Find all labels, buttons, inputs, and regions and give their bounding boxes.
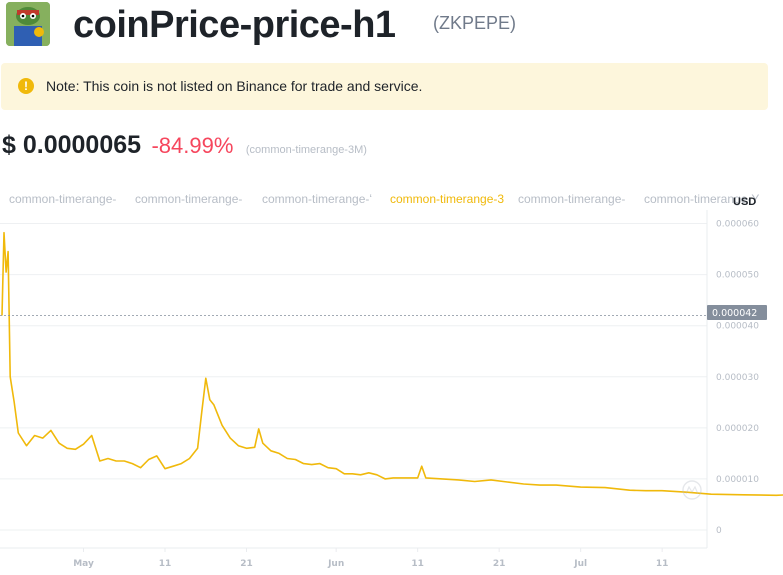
coin-symbol: (ZKPEPE) [433,13,517,33]
x-tick-label: 11 [411,559,424,569]
y-tick-label: 0.000060 [716,220,759,230]
x-tick-label: 21 [493,559,506,569]
y-tick-label: 0.000050 [716,271,759,281]
tab-timerange-3[interactable]: common-timerange-ʻ [262,192,373,206]
y-tick-label: 0.000030 [716,373,759,383]
y-tick-label: 0.000010 [716,475,759,485]
note-text: Note: This coin is not listed on Binance… [46,78,423,94]
coinmarketcap-watermark-icon [682,480,702,500]
x-tick-label: May [73,559,94,569]
coin-header: coinPrice-price-h1 (ZKPEPE) [0,0,783,56]
pepe-logo-icon [6,2,50,46]
current-price-tag-bg [707,305,767,320]
coin-name: coinPrice-price-h1 [73,4,396,46]
price-row: $ 0.0000065 -84.99% (common-timerange-3M… [2,131,367,161]
time-range-tabs: common-timerange- common-timerange- comm… [0,190,768,208]
y-tick-label: 0.000040 [716,322,759,332]
x-tick-label: 21 [240,559,253,569]
price-series-line [1,231,783,497]
tab-timerange-5[interactable]: common-timerange- [518,192,626,206]
x-tick-label: 11 [159,559,172,569]
y-axis: 0.000060 0.000050 0.000040 0.000030 0.000020… [716,220,759,536]
price-chart[interactable]: 0.000060 0.000050 0.000040 0.000030 0.000020… [0,210,783,575]
x-tick-label: 11 [656,559,669,569]
coin-logo [6,2,50,46]
time-range-label: (common-timerange-3M) [245,144,367,156]
tab-timerange-2[interactable]: common-timerange- [135,192,243,206]
listing-note-banner: ! Note: This coin is not listed on Binan… [1,63,768,110]
tab-timerange-1[interactable]: common-timerange- [9,192,117,206]
x-tick-label: Jul [573,559,587,569]
current-price-tag-label: 0.000042 [712,308,757,319]
tab-timerange-4[interactable]: common-timerange-3 [390,192,505,206]
y-tick-label: 0.000020 [716,424,759,434]
x-tick-label: Jun [327,559,344,569]
current-price-tag: 0.000042 [707,305,767,320]
chart-grid [0,210,708,549]
currency-unit: USD [733,196,757,208]
current-price: $ 0.0000065 [2,131,142,159]
x-axis: May 11 21 Jun 11 21 Jul 11 [73,548,668,569]
tab-timerange-6[interactable]: common-timerange-Y [644,192,760,206]
y-tick-label: 0 [716,526,722,536]
exclamation-icon: ! [18,78,34,94]
price-change: -84.99% [151,133,234,158]
